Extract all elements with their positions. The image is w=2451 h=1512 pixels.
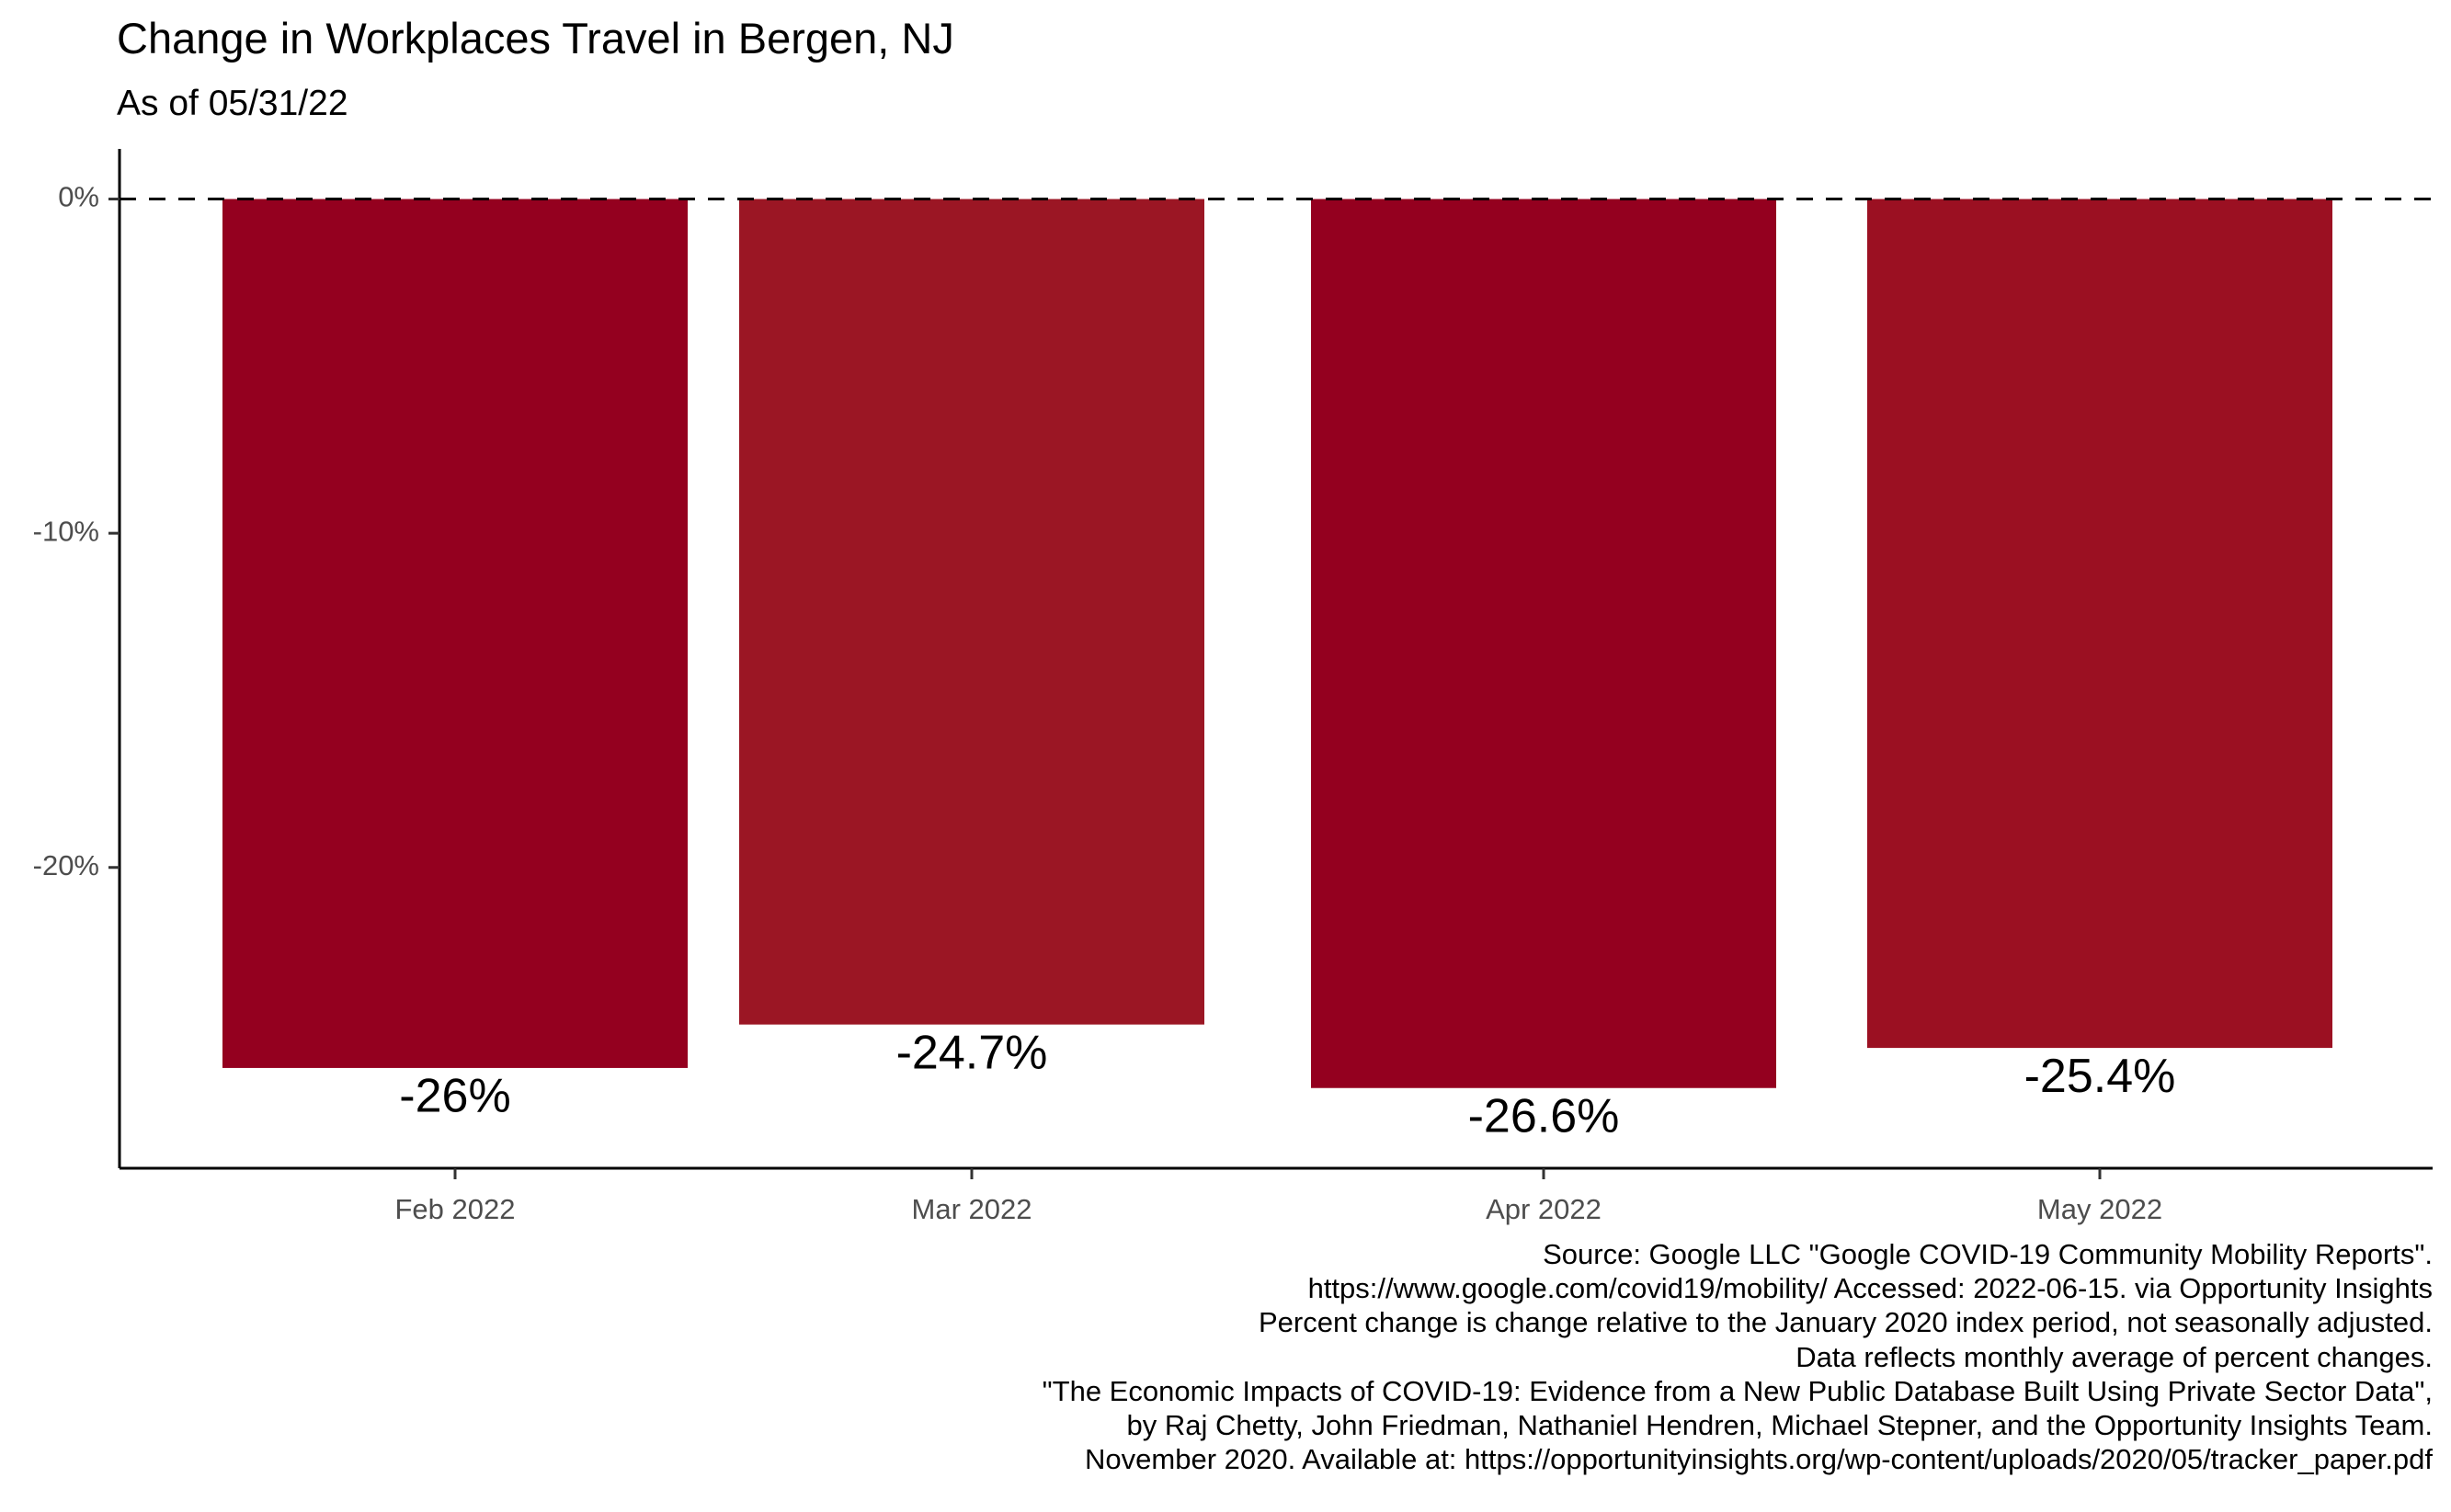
data-label: -26% — [399, 1070, 510, 1123]
bar-may-2022 — [1867, 199, 2332, 1049]
bars-layer — [222, 199, 2332, 1088]
y-axis-ticks: 0% -10% -20% — [33, 181, 120, 881]
x-tick-label: May 2022 — [2037, 1193, 2162, 1225]
data-label: -24.7% — [896, 1026, 1048, 1079]
chart-subtitle: As of 05/31/22 — [117, 84, 348, 123]
source-caption: Source: Google LLC "Google COVID-19 Comm… — [1043, 1237, 2433, 1476]
x-tick-label: Mar 2022 — [912, 1193, 1032, 1225]
x-tick-label: Apr 2022 — [1486, 1193, 1602, 1225]
caption-line: Data reflects monthly average of percent… — [1796, 1340, 2433, 1373]
data-labels: -26% -24.7% -26.6% -25.4% — [399, 1026, 2175, 1143]
data-label: -25.4% — [2024, 1050, 2176, 1103]
caption-line: Percent change is change relative to the… — [1258, 1306, 2433, 1339]
bar-mar-2022 — [739, 199, 1204, 1025]
caption-line: by Raj Chetty, John Friedman, Nathaniel … — [1126, 1409, 2433, 1442]
caption-line: November 2020. Available at: https://opp… — [1085, 1443, 2433, 1476]
caption-line: https://www.google.com/covid19/mobility/… — [1307, 1272, 2433, 1305]
caption-line: "The Economic Impacts of COVID-19: Evide… — [1042, 1374, 2433, 1407]
x-axis-ticks: Feb 2022 Mar 2022 Apr 2022 May 2022 — [395, 1168, 2162, 1225]
data-label: -26.6% — [1468, 1089, 1620, 1143]
y-tick-label: -20% — [33, 849, 99, 881]
bar-feb-2022 — [222, 199, 688, 1068]
y-tick-label: -10% — [33, 515, 99, 547]
caption-line: Source: Google LLC "Google COVID-19 Comm… — [1543, 1238, 2433, 1270]
bar-apr-2022 — [1311, 199, 1776, 1088]
y-tick-label: 0% — [58, 181, 99, 213]
chart-title: Change in Workplaces Travel in Bergen, N… — [117, 14, 954, 63]
x-tick-label: Feb 2022 — [395, 1193, 516, 1225]
